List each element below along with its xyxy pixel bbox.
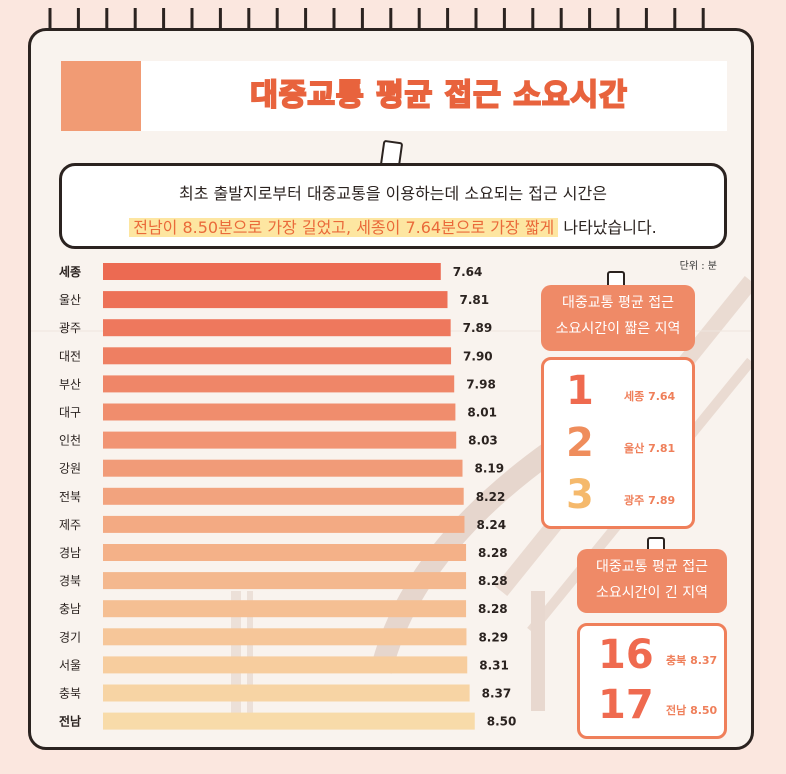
category-label: 인천: [59, 433, 81, 448]
page-title: 대중교통 평균 접근 소요시간: [249, 77, 628, 114]
bar: [103, 684, 470, 702]
value-label: 8.19: [475, 462, 505, 476]
value-label: 8.22: [476, 490, 506, 504]
rank-label: 충북 8.37: [666, 654, 718, 667]
category-label: 강원: [59, 462, 81, 476]
value-label: 8.29: [478, 630, 508, 644]
value-label: 8.37: [482, 687, 512, 701]
bar: [103, 712, 475, 730]
summary-box: 최초 출발지로부터 대중교통을 이용하는데 소요되는 접근 시간은 전남이 8.…: [59, 163, 727, 249]
category-label: 세종: [59, 264, 81, 279]
bar: [103, 487, 464, 505]
bar: [103, 431, 457, 449]
value-label: 8.31: [479, 658, 509, 672]
category-label: 경북: [59, 574, 81, 588]
category-label: 경남: [59, 546, 81, 560]
chart-board: 대중교통 평균 접근 소요시간 최초 출발지로부터 대중교통을 이용하는데 소요…: [28, 28, 754, 750]
short-rank-1: 1 세종 7.64: [544, 368, 692, 420]
rank-number: 3: [566, 472, 594, 518]
summary-line-2: 전남이 8.50분으로 가장 길었고, 세종이 7.64분으로 가장 짧게 나타…: [62, 214, 724, 238]
category-label: 울산: [59, 293, 81, 307]
value-label: 8.50: [487, 715, 517, 729]
summary-rest: 나타났습니다.: [558, 218, 657, 237]
value-label: 7.90: [463, 349, 493, 363]
rank-number: 1: [566, 368, 594, 414]
bar-chart: 세종 7.64 울산 7.81 광주 7.89 대전 7.90 부산 7.98 대구 8.01 인천 8.…: [59, 263, 517, 730]
long-card-title-2: 소요시간이 긴 지역: [596, 585, 708, 601]
rank-number: 16: [598, 632, 654, 678]
category-label: 부산: [59, 377, 81, 391]
category-label: 충남: [59, 602, 81, 616]
bar: [103, 515, 465, 533]
short-card-header: 대중교통 평균 접근 소요시간이 짧은 지역: [541, 285, 695, 351]
value-label: 8.03: [468, 434, 498, 448]
value-label: 8.28: [478, 574, 508, 588]
rank-label: 광주 7.89: [624, 494, 676, 507]
short-card: 1 세종 7.64 2 울산 7.81 3 광주 7.89: [541, 357, 695, 529]
title-accent-square: [61, 61, 141, 131]
bar: [103, 656, 468, 674]
bar: [103, 572, 467, 590]
short-rank-3: 3 광주 7.89: [544, 472, 692, 524]
bar: [103, 291, 448, 309]
bar: [103, 628, 467, 646]
category-label: 전북: [59, 490, 81, 504]
bar: [103, 459, 463, 477]
rank-number: 2: [566, 420, 594, 466]
summary-line-1: 최초 출발지로부터 대중교통을 이용하는데 소요되는 접근 시간은: [179, 184, 607, 203]
value-label: 8.01: [467, 406, 497, 420]
bar: [103, 600, 467, 618]
bar: [103, 544, 467, 561]
category-label: 경기: [59, 630, 81, 644]
bar: [103, 263, 441, 280]
category-label: 광주: [59, 321, 81, 335]
short-card-title-2: 소요시간이 짧은 지역: [555, 321, 681, 337]
value-label: 7.81: [459, 293, 489, 307]
rank-label: 세종 7.64: [624, 390, 676, 403]
value-label: 7.64: [453, 265, 483, 279]
rank-label: 울산 7.81: [624, 442, 676, 455]
value-label: 8.28: [478, 602, 508, 616]
value-label: 8.28: [478, 546, 508, 560]
value-label: 8.24: [476, 518, 506, 532]
category-label: 전남: [59, 714, 81, 729]
long-rank-16: 16 충북 8.37: [580, 632, 724, 684]
short-rank-2: 2 울산 7.81: [544, 420, 692, 472]
bar: [103, 375, 455, 393]
bar: [103, 319, 451, 337]
category-label: 대구: [59, 406, 81, 420]
long-rank-17: 17 전남 8.50: [580, 682, 724, 734]
short-card-title-1: 대중교통 평균 접근: [562, 295, 674, 311]
rank-number: 17: [598, 682, 654, 728]
value-label: 7.98: [466, 377, 496, 391]
long-card-title-1: 대중교통 평균 접근: [596, 559, 708, 575]
rank-label: 전남 8.50: [666, 704, 718, 717]
category-label: 제주: [59, 518, 81, 532]
category-label: 충북: [59, 687, 81, 701]
bar: [103, 347, 452, 365]
bar: [103, 403, 456, 421]
unit-label: 단위 : 분: [679, 261, 717, 272]
category-label: 대전: [59, 349, 81, 363]
long-card: 16 충북 8.37 17 전남 8.50: [577, 623, 727, 739]
title-band: [61, 61, 727, 131]
category-label: 서울: [59, 658, 81, 672]
value-label: 7.89: [463, 321, 493, 335]
summary-highlight: 전남이 8.50분으로 가장 길었고, 세종이 7.64분으로 가장 짧게: [129, 218, 559, 237]
long-card-header: 대중교통 평균 접근 소요시간이 긴 지역: [577, 549, 727, 613]
